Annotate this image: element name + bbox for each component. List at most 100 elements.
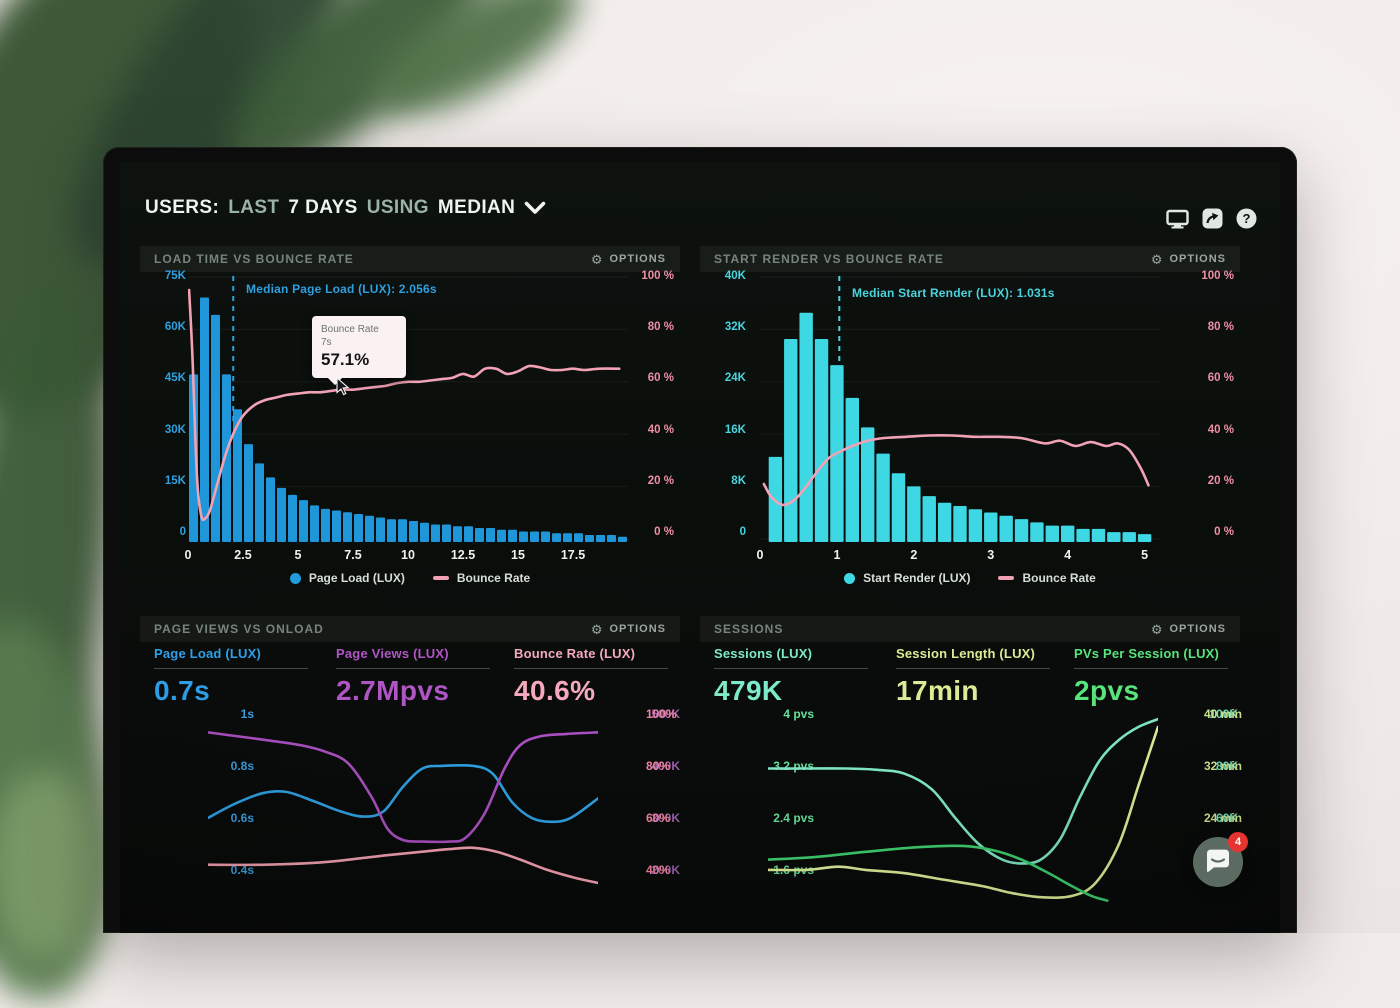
axis-tick-label: 4 [1064,548,1071,562]
header-segment: USERS: [145,197,219,219]
axis-tick-label: 60K [144,321,186,333]
y-axis-right-percent: 100%80%60%40% [646,710,682,905]
trend-line [208,848,598,883]
histogram-bar [815,339,828,542]
users-period-dropdown[interactable]: USERS: LAST 7 DAYS USING MEDIAN [145,197,546,219]
tooltip-series: Bounce Rate [321,323,397,336]
panel-title: LOAD TIME VS BOUNCE RATE [154,252,354,266]
legend-line-marker [433,576,449,580]
metric-divider [514,668,668,669]
plant-leaf [0,770,100,960]
panel-header: PAGE VIEWS VS ONLOAD ⚙OPTIONS [140,616,680,642]
histogram-bar [266,477,275,542]
metric-divider [154,668,308,669]
metric-label: Bounce Rate (LUX) [514,646,674,661]
axis-tick-label: 30K [144,424,186,436]
options-button[interactable]: ⚙OPTIONS [591,253,666,266]
histogram-bar [892,473,905,542]
histogram-bar [1076,529,1089,542]
metric-value: 40.6% [514,675,674,707]
histogram-bar [277,488,286,542]
tooltip-x-value: 7s [321,336,397,349]
sessions-chart-svg [768,710,1158,905]
metric-divider [336,668,490,669]
axis-tick-label: 5 [1141,548,1148,562]
options-button[interactable]: ⚙OPTIONS [1151,253,1226,266]
histogram-bar [288,495,297,542]
histogram-bar [244,444,253,542]
metric-sessions: Sessions (LUX) 479K [714,646,874,707]
axis-tick-label: 10 [401,548,415,562]
metric-pvs-per-session: PVs Per Session (LUX) 2pvs [1074,646,1234,707]
axis-tick-label: 24K [704,372,746,384]
axis-tick-label: 75K [144,270,186,282]
load-time-chart-svg [188,274,628,542]
page-views-chart [208,710,598,905]
metric-value: 2pvs [1074,675,1234,707]
metric-page-views: Page Views (LUX) 2.7Mpvs [336,646,496,707]
start-render-chart: Median Start Render (LUX): 1.031s [760,274,1160,542]
axis-tick-label: 24 min [1204,811,1248,825]
histogram-bar [255,463,264,542]
histogram-bar [464,526,473,542]
trend-line [768,727,1158,898]
axis-tick-label: 3 [987,548,994,562]
panel-title: SESSIONS [714,622,783,636]
panel-sessions: SESSIONS ⚙OPTIONS Sessions (LUX) 479K Se… [700,616,1240,933]
histogram-bar [1138,534,1151,542]
histogram-bar [596,535,605,542]
metric-session-length: Session Length (LUX) 17min [896,646,1056,707]
histogram-bar [486,528,495,542]
axis-tick-label: 100 % [1194,270,1234,282]
axis-tick-label: 20 % [1194,475,1234,487]
chat-launcher[interactable]: 4 [1193,837,1243,887]
display-icon[interactable] [1166,209,1189,229]
help-icon[interactable]: ? [1236,208,1257,229]
photo-background: USERS: LAST 7 DAYS USING MEDIAN ? LOAD T… [0,0,1400,933]
options-button[interactable]: ⚙OPTIONS [591,623,666,636]
histogram-bar [1123,532,1136,542]
histogram-bar [607,535,616,542]
share-icon[interactable] [1202,208,1223,229]
axis-tick-label: 15K [144,475,186,487]
histogram-bar [310,505,319,542]
histogram-bar [211,315,220,542]
axis-tick-label: 40 min [1204,707,1248,721]
chevron-down-icon[interactable] [524,201,546,215]
histogram-bar [969,509,982,542]
histogram-bar [953,506,966,542]
histogram-bar [541,532,550,542]
header-segment: LAST [228,197,279,219]
histogram-bar [321,509,330,542]
axis-tick-label: 32 min [1204,759,1248,773]
y-axis-right: 100 %80 %60 %40 %20 %0 % [634,270,674,538]
metric-label: PVs Per Session (LUX) [1074,646,1234,661]
legend-item: Start Render (LUX) [844,571,970,585]
options-button[interactable]: ⚙OPTIONS [1151,623,1226,636]
axis-tick-label: 32K [704,321,746,333]
histogram-bar [453,526,462,542]
panel-title: START RENDER VS BOUNCE RATE [714,252,944,266]
chart-legend: Start Render (LUX) Bounce Rate [700,571,1240,585]
axis-tick-label: 60 % [634,372,674,384]
histogram-bar [398,519,407,542]
histogram-bar [618,537,627,542]
start-render-chart-svg [760,274,1160,542]
histogram-bar [409,521,418,542]
axis-tick-label: 40% [646,863,682,877]
panel-header: SESSIONS ⚙OPTIONS [700,616,1240,642]
gear-icon: ⚙ [1151,253,1164,266]
axis-tick-label: 17.5 [561,548,585,562]
histogram-bar [1015,519,1028,542]
axis-tick-label: 60 % [1194,372,1234,384]
histogram-bar [343,512,352,542]
histogram-bar [1061,526,1074,542]
panel-page-views: PAGE VIEWS VS ONLOAD ⚙OPTIONS Page Load … [140,616,680,933]
header-segment: USING [367,197,429,219]
gear-icon: ⚙ [591,623,604,636]
cursor-icon [336,378,350,396]
histogram-bar [563,533,572,542]
